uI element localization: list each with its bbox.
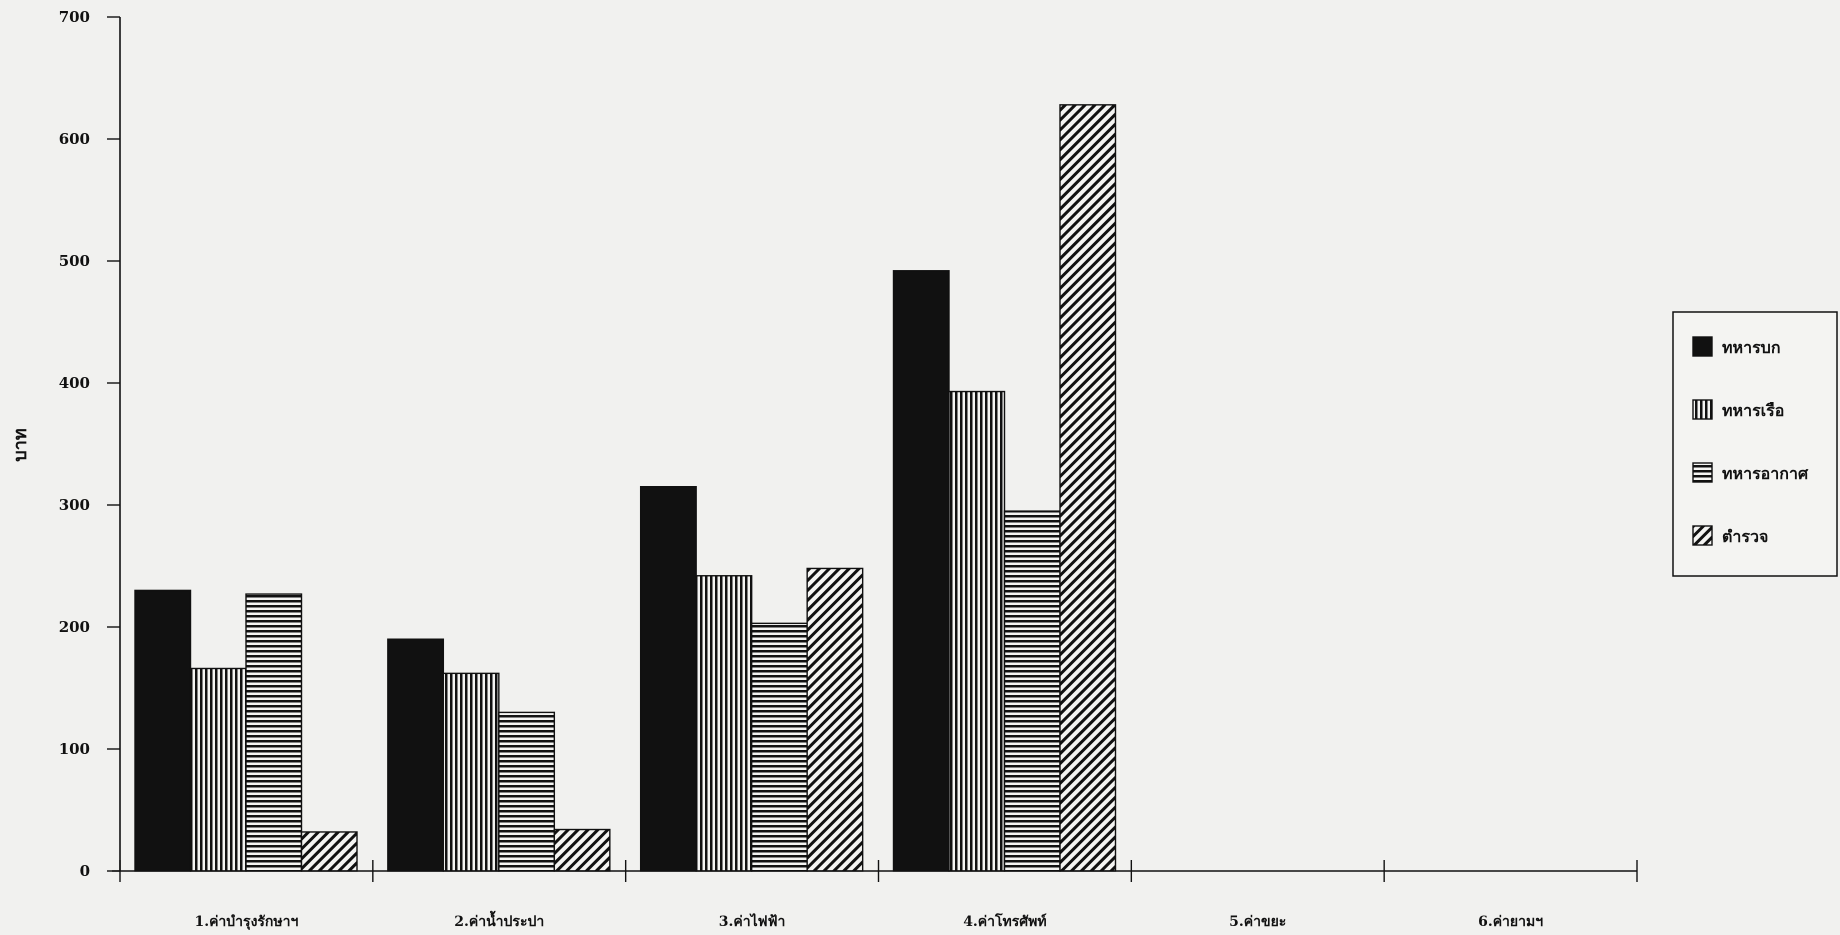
bar-diagonal xyxy=(553,828,611,872)
legend-swatch xyxy=(1692,336,1713,357)
legend-label: ทหารบก xyxy=(1722,338,1781,357)
x-category-label: 5.ค่าขยะ xyxy=(1229,914,1286,930)
bar-horizontal xyxy=(1003,510,1061,872)
y-tick-label: 200 xyxy=(59,618,90,636)
bar-horizontal xyxy=(245,593,303,872)
legend-label: ตำรวจ xyxy=(1722,527,1768,546)
bar-diagonal xyxy=(806,567,864,872)
x-category-label: 2.ค่าน้ำประปา xyxy=(454,910,544,930)
bar-horizontal xyxy=(750,622,808,872)
legend-swatch xyxy=(1692,525,1713,546)
x-axis: 1.ค่าบำรุงรักษาฯ 2.ค่าน้ำประปา 3.ค่าไฟฟ้า 4… xyxy=(112,860,1638,930)
y-axis: 0 100 200 300 400 500 600 700 xyxy=(59,8,121,880)
x-category-label: 1.ค่าบำรุงรักษาฯ xyxy=(194,914,298,930)
y-tick-label: 500 xyxy=(59,252,90,270)
y-axis-title: บาท xyxy=(10,428,31,461)
y-tick-label: 700 xyxy=(59,8,90,26)
bar-vertical xyxy=(695,575,753,872)
legend-label: ทหารเรือ xyxy=(1722,401,1784,420)
y-tick-label: 0 xyxy=(80,862,90,880)
bar-diagonal xyxy=(1059,104,1117,872)
bars-group xyxy=(134,104,1117,872)
x-category-label: 3.ค่าไฟฟ้า xyxy=(719,912,786,930)
bar-diagonal xyxy=(300,831,358,872)
bar-horizontal xyxy=(498,711,556,872)
legend-label: ทหารอากาศ xyxy=(1722,464,1809,483)
y-tick-label: 400 xyxy=(59,374,90,392)
bar-solid xyxy=(639,486,697,872)
bar-solid xyxy=(387,638,445,872)
bar-solid xyxy=(892,270,950,872)
bar-vertical xyxy=(442,672,500,872)
x-category-label: 4.ค่าโทรศัพท์ xyxy=(963,912,1046,930)
y-tick-label: 100 xyxy=(59,740,90,758)
y-tick-label: 600 xyxy=(59,130,90,148)
legend-swatch xyxy=(1692,462,1713,483)
bar-vertical xyxy=(189,667,247,872)
x-category-label: 6.ค่ายามฯ xyxy=(1478,914,1543,930)
y-tick-label: 300 xyxy=(59,496,90,514)
bar-vertical xyxy=(948,390,1006,872)
legend-swatch xyxy=(1692,399,1713,420)
bar-solid xyxy=(134,589,192,872)
